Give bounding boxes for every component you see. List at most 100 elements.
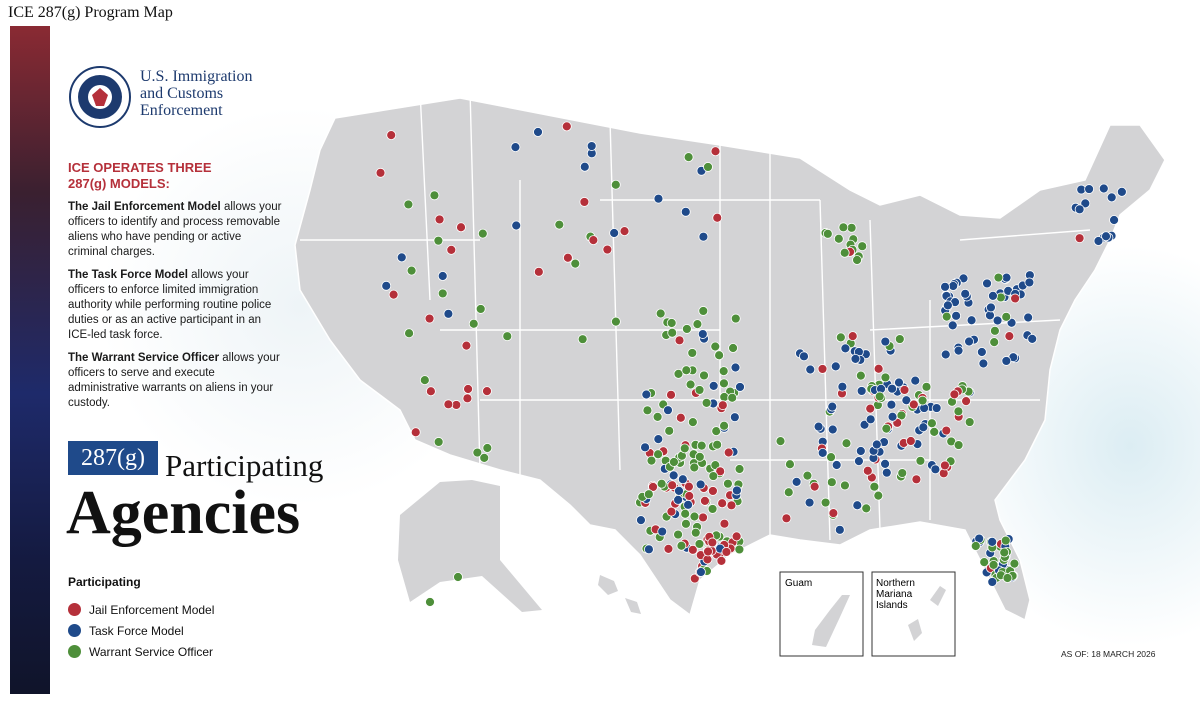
agency-dot — [696, 567, 706, 577]
agency-dot — [901, 395, 912, 406]
agency-dot — [687, 417, 698, 427]
agency-dot — [1074, 204, 1085, 215]
agency-dot — [695, 479, 706, 490]
model-paragraph: The Task Force Model allows your officer… — [68, 268, 283, 343]
agency-dot — [990, 325, 1000, 336]
agency-dot — [463, 384, 473, 394]
agency-dot — [477, 228, 488, 239]
guam-shape — [812, 595, 850, 647]
agency-dot — [375, 167, 386, 178]
agency-dot — [987, 577, 998, 587]
agency-dot — [468, 318, 479, 329]
agency-dot — [684, 481, 694, 492]
agency-dot — [931, 403, 942, 413]
agency-dot — [425, 597, 435, 607]
agency-dot — [730, 362, 741, 373]
agency-dot — [1000, 535, 1011, 546]
legend-label: Warrant Service Officer — [89, 644, 214, 659]
agency-dot — [880, 372, 891, 383]
agency-dot — [646, 455, 657, 466]
logo-line: Enforcement — [140, 102, 223, 119]
agency-dot — [833, 233, 844, 244]
agency-dot — [887, 411, 898, 422]
agency-dot — [881, 423, 892, 434]
agency-dot — [712, 439, 723, 450]
agency-dot — [865, 414, 876, 425]
agency-dot — [951, 310, 962, 321]
agency-dot — [1004, 331, 1015, 341]
agency-dot — [982, 278, 992, 289]
agency-dot — [610, 179, 621, 190]
logo-text: U.S. Immigration and Customs Enforcement — [140, 68, 252, 119]
agency-dot — [941, 425, 952, 436]
agency-dot — [673, 529, 683, 540]
agency-dot — [961, 396, 972, 407]
agency-dot — [708, 471, 719, 481]
agency-dot — [586, 141, 597, 151]
agency-dot — [714, 350, 725, 361]
agency-dot — [783, 487, 794, 498]
hawaii — [598, 575, 641, 614]
agency-dot — [1093, 236, 1104, 246]
agency-dot — [700, 496, 710, 506]
agency-dot — [502, 331, 513, 342]
model-list: The Jail Enforcement Model allows your o… — [68, 200, 283, 419]
agency-dot — [1084, 184, 1094, 194]
legend: Participating Jail Enforcement Model Task… — [68, 575, 214, 662]
legend-item: Jail Enforcement Model — [68, 599, 214, 620]
agency-dot — [847, 331, 858, 342]
agency-dot — [698, 512, 708, 523]
agency-dot — [475, 304, 486, 314]
agency-dot — [699, 370, 709, 381]
agency-dot — [1027, 333, 1038, 344]
legend-swatch — [68, 624, 81, 637]
agency-dot — [533, 127, 543, 137]
legend-swatch — [68, 645, 81, 658]
agency-dot — [897, 468, 908, 478]
headline-line: Agencies — [66, 479, 301, 547]
agency-dot — [429, 190, 440, 201]
agency-dot — [710, 341, 721, 352]
agency-dot — [988, 291, 998, 301]
agency-dot — [886, 399, 897, 410]
agency-dot — [694, 451, 705, 462]
agency-dot — [636, 515, 646, 526]
page-title: ICE 287(g) Program Map — [8, 4, 173, 21]
agency-dot — [443, 308, 454, 319]
agency-dot — [917, 395, 928, 406]
agency-dot — [947, 320, 958, 331]
agency-dot — [979, 557, 990, 568]
agency-dot — [1001, 356, 1012, 366]
agency-dot — [677, 474, 688, 485]
logo-line: and Customs — [140, 85, 224, 102]
agency-dot — [987, 536, 998, 547]
agency-dot — [1106, 192, 1117, 203]
agency-dot — [648, 482, 658, 492]
agency-dot — [642, 405, 653, 416]
agency-dot — [579, 197, 590, 207]
agency-dot — [510, 142, 521, 152]
agency-dot — [669, 457, 679, 467]
agency-dot — [827, 424, 838, 435]
agency-dot — [425, 386, 436, 397]
agency-dot — [561, 121, 572, 132]
agency-dot — [1101, 231, 1111, 242]
agency-dot — [684, 491, 695, 501]
agency-dot — [1024, 277, 1035, 288]
agency-dot — [611, 316, 621, 327]
agency-dot — [641, 389, 652, 400]
agency-dot — [734, 544, 745, 555]
agency-dot — [386, 130, 397, 141]
agency-dot — [731, 485, 742, 496]
model-lead: The Jail Enforcement Model — [68, 201, 221, 213]
agency-dot — [850, 353, 861, 364]
agency-dot — [869, 481, 880, 492]
agency-dot — [472, 447, 483, 458]
agency-dot — [861, 503, 872, 514]
agency-dot — [910, 375, 921, 386]
model-lead: The Task Force Model — [68, 269, 188, 281]
agency-dot — [381, 280, 392, 291]
agency-dot — [855, 446, 866, 456]
agency-dot — [862, 465, 873, 476]
